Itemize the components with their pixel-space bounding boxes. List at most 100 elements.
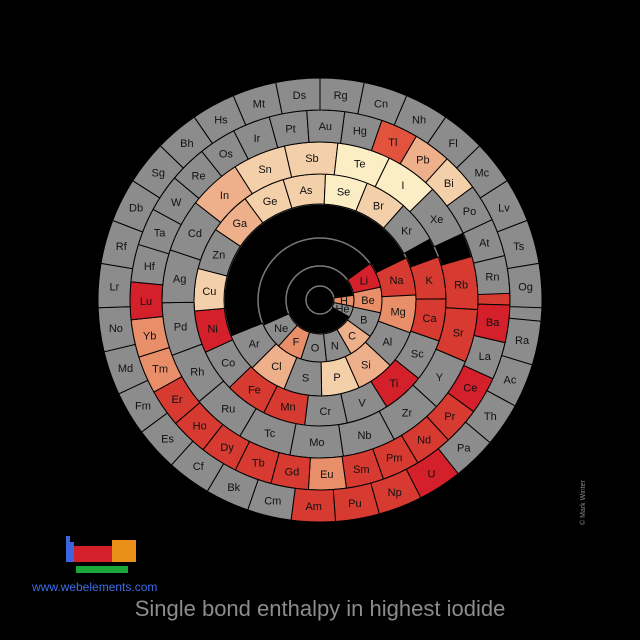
label-Hg: Hg (353, 126, 367, 138)
label-Ne: Ne (274, 323, 288, 335)
label-O: O (311, 343, 320, 355)
label-Mc: Mc (474, 167, 489, 179)
label-Rn: Rn (485, 272, 499, 284)
spiral-guide-0 (305, 285, 335, 315)
mini-table-logo[interactable] (66, 536, 136, 573)
label-Tm: Tm (152, 364, 168, 376)
label-Mn: Mn (280, 401, 295, 413)
label-Lr: Lr (110, 282, 120, 294)
label-Rh: Rh (190, 367, 204, 379)
label-Ac: Ac (504, 375, 517, 387)
label-Hf: Hf (144, 261, 156, 273)
label-Fl: Fl (449, 138, 458, 150)
label-Cl: Cl (271, 361, 281, 373)
label-U: U (427, 468, 435, 480)
label-Th: Th (484, 411, 497, 423)
label-Dy: Dy (220, 442, 234, 454)
label-Am: Am (305, 501, 322, 513)
label-La: La (479, 351, 492, 363)
label-Ga: Ga (232, 218, 248, 230)
label-Cr: Cr (320, 406, 332, 418)
webelements-link[interactable]: www.webelements.com (32, 580, 158, 594)
label-Np: Np (388, 487, 402, 499)
label-C: C (348, 331, 356, 343)
label-F: F (293, 337, 300, 349)
label-Sc: Sc (411, 348, 424, 360)
label-Ho: Ho (193, 421, 207, 433)
label-Co: Co (221, 357, 235, 369)
label-Pm: Pm (386, 452, 403, 464)
label-Zr: Zr (402, 407, 413, 419)
label-Pr: Pr (444, 411, 455, 423)
label-H: H (340, 296, 348, 308)
label-Lv: Lv (498, 202, 510, 214)
label-Te: Te (354, 159, 366, 171)
label-Ca: Ca (423, 313, 438, 325)
label-Al: Al (382, 336, 392, 348)
label-Tb: Tb (252, 458, 265, 470)
cell-Og[interactable] (506, 262, 543, 309)
label-B: B (360, 315, 367, 327)
label-Ra: Ra (515, 335, 530, 347)
label-He: He (335, 303, 349, 315)
label-Ge: Ge (263, 196, 278, 208)
label-Cu: Cu (202, 286, 216, 298)
label-Ce: Ce (463, 383, 477, 395)
label-Cm: Cm (264, 496, 281, 508)
label-Ni: Ni (207, 323, 217, 335)
label-Rb: Rb (454, 280, 468, 292)
label-I: I (401, 180, 404, 192)
label-Ds: Ds (293, 90, 307, 102)
label-Ar: Ar (249, 339, 260, 351)
label-Xe: Xe (430, 214, 443, 226)
label-Li: Li (360, 275, 369, 287)
label-N: N (331, 341, 339, 353)
logo-s-block-blue-2 (70, 542, 74, 562)
label-Br: Br (373, 201, 384, 213)
label-Nb: Nb (357, 430, 371, 442)
label-Fm: Fm (135, 400, 151, 412)
label-Rf: Rf (116, 241, 128, 253)
label-Ta: Ta (154, 228, 167, 240)
label-In: In (220, 190, 229, 202)
label-Ti: Ti (390, 378, 399, 390)
label-Md: Md (118, 363, 133, 375)
label-Sg: Sg (151, 167, 164, 179)
label-Ru: Ru (221, 403, 235, 415)
label-Mt: Mt (253, 98, 265, 110)
label-Be: Be (361, 295, 374, 307)
label-Es: Es (161, 434, 174, 446)
label-Hs: Hs (214, 114, 228, 126)
logo-d-block-red (74, 546, 112, 562)
credit-text: © Mark Winter (580, 480, 587, 525)
label-Po: Po (463, 206, 476, 218)
label-Ts: Ts (513, 241, 525, 253)
label-Pt: Pt (285, 124, 295, 136)
label-Cd: Cd (188, 228, 202, 240)
label-Yb: Yb (143, 330, 156, 342)
label-Mo: Mo (309, 437, 324, 449)
label-Ag: Ag (173, 273, 186, 285)
label-As: As (300, 185, 313, 197)
label-Nd: Nd (417, 434, 431, 446)
label-Og: Og (518, 282, 533, 294)
label-Se: Se (337, 187, 350, 199)
label-Na: Na (389, 275, 404, 287)
label-Cn: Cn (374, 98, 388, 110)
label-Pb: Pb (416, 155, 429, 167)
label-Pu: Pu (348, 498, 361, 510)
label-Ir: Ir (254, 133, 261, 145)
label-Sr: Sr (453, 328, 464, 340)
label-Fe: Fe (248, 385, 261, 397)
label-Ba: Ba (486, 317, 500, 329)
label-Bi: Bi (444, 178, 454, 190)
label-Sn: Sn (258, 164, 271, 176)
label-Nh: Nh (412, 114, 426, 126)
label-Pd: Pd (174, 321, 187, 333)
logo-p-block-orange (112, 540, 136, 562)
label-Bk: Bk (227, 482, 240, 494)
label-Tc: Tc (264, 428, 276, 440)
label-S: S (302, 373, 309, 385)
